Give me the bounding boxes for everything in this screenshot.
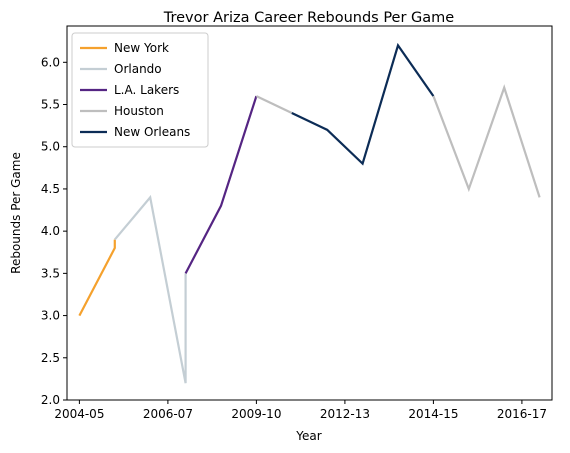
y-tick-label: 2.5 [41, 351, 60, 365]
x-tick-label: 2014-15 [408, 407, 458, 421]
series-line-l-a-lakers [184, 95, 258, 274]
y-tick-label: 4.5 [41, 182, 60, 196]
x-tick-label: 2006-07 [143, 407, 193, 421]
series-line-houston-2 [432, 84, 541, 198]
y-tick-label: 3.0 [41, 309, 60, 323]
chart-title: Trevor Ariza Career Rebounds Per Game [163, 10, 455, 26]
y-tick-label: 5.0 [41, 140, 60, 154]
legend-label: New Orleans [114, 125, 190, 139]
y-tick-label: 2.0 [41, 393, 60, 407]
x-axis: 2004-05 2006-07 2009-10 2012-13 2014-15 2016-… [54, 400, 547, 421]
y-axis-label: Rebounds Per Game [9, 152, 23, 274]
series-line-orlando [113, 194, 187, 384]
y-axis: 2.0 2.5 3.0 3.5 4.0 4.5 5.0 5.5 6.0 [41, 55, 67, 407]
plot-lines [78, 42, 541, 384]
x-tick-label: 2009-10 [231, 407, 281, 421]
x-tick-label: 2016-17 [497, 407, 547, 421]
legend-label: New York [114, 41, 169, 55]
y-tick-label: 4.0 [41, 224, 60, 238]
series-line-houston [255, 95, 293, 114]
x-axis-label: Year [295, 429, 321, 443]
x-tick-label: 2004-05 [54, 407, 104, 421]
legend-label: Orlando [114, 62, 162, 76]
y-tick-label: 5.5 [41, 98, 60, 112]
y-tick-label: 3.5 [41, 266, 60, 280]
series-line-new-orleans [291, 42, 435, 166]
x-tick-label: 2012-13 [320, 407, 370, 421]
plot-frame [66, 25, 553, 401]
legend-box [71, 32, 209, 148]
legend: New York Orlando L.A. Lakers Houston New Orl… [71, 32, 209, 148]
legend-label: L.A. Lakers [114, 83, 179, 97]
series-line-new-york [78, 239, 116, 317]
y-tick-label: 6.0 [41, 55, 60, 69]
legend-label: Houston [114, 104, 164, 118]
